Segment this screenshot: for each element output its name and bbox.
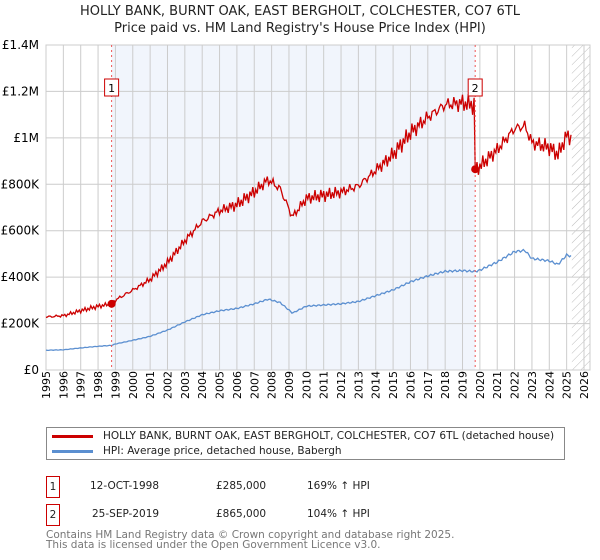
- legend-item-hpi: HPI: Average price, detached house, Babe…: [52, 445, 342, 457]
- x-tick-label: 2014: [370, 371, 383, 399]
- y-tick-label: £600K: [1, 224, 41, 238]
- sale-marker-badge: 1: [46, 476, 60, 498]
- sale-hpi-diff: 104% ↑ HPI: [307, 508, 370, 520]
- plot-border: [45, 44, 591, 371]
- x-tick-label: 2011: [318, 371, 331, 399]
- x-tick-label: 2026: [578, 371, 591, 399]
- x-tick-label: 2002: [161, 371, 174, 399]
- x-tick-label: 2016: [404, 371, 417, 399]
- x-tick-label: 2004: [196, 371, 209, 399]
- shaded-ownership-region: [111, 45, 476, 370]
- sale-marker-label: 1: [108, 82, 115, 95]
- chart-subtitle: Price paid vs. HM Land Registry's House …: [114, 21, 486, 36]
- x-tick-label: 2000: [127, 371, 140, 399]
- chart-title: HOLLY BANK, BURNT OAK, EAST BERGHOLT, CO…: [80, 4, 520, 19]
- x-tick-label: 2022: [509, 371, 522, 399]
- sale-hpi-diff: 169% ↑ HPI: [307, 480, 370, 492]
- x-tick-label: 2017: [422, 371, 435, 399]
- sale-point: [471, 165, 480, 174]
- y-tick-label: £400K: [1, 270, 41, 284]
- sale-date: 12-OCT-1998: [90, 480, 159, 492]
- x-tick-label: 2008: [266, 371, 279, 399]
- y-tick-label: £800K: [1, 177, 41, 191]
- legend-swatch: [52, 434, 93, 438]
- y-tick-label: £1.4M: [2, 38, 39, 52]
- x-tick-label: 2025: [561, 371, 574, 399]
- plot-area: 1995 1996 1997 1998 1999 2000 2001 2002 2003 2004…: [1, 38, 591, 399]
- sale-marker-label: 2: [472, 82, 479, 95]
- sale-marker-box: [467, 78, 483, 97]
- footer-line: Contains HM Land Registry data © Crown c…: [46, 529, 455, 541]
- sale-point: [107, 299, 116, 308]
- sale-marker-box: [104, 78, 120, 97]
- sale-price: £285,000: [216, 480, 267, 492]
- sale-price: £865,000: [216, 508, 267, 520]
- x-tick-label: 1995: [40, 371, 53, 399]
- x-tick-label: 2015: [387, 371, 400, 399]
- x-tick-label: 2007: [248, 371, 261, 399]
- x-tick-label: 2024: [543, 371, 556, 399]
- legend-swatch: [52, 449, 93, 453]
- x-tick-label: 1998: [92, 371, 105, 399]
- y-tick-label: £1M: [13, 131, 39, 145]
- y-tick-label: £0: [24, 363, 39, 377]
- x-tick-label: 2013: [352, 371, 365, 399]
- x-tick-label: 2003: [179, 371, 192, 399]
- x-tick-label: 2021: [491, 371, 504, 399]
- footer-line: This data is licensed under the Open Gov…: [46, 539, 381, 551]
- x-tick-label: 1999: [109, 371, 122, 399]
- footer: Contains HM Land Registry data © Crown c…: [46, 529, 455, 551]
- sale-marker-badge: 2: [46, 504, 60, 526]
- property-price-line: [45, 94, 572, 319]
- legend-label: HOLLY BANK, BURNT OAK, EAST BERGHOLT, CO…: [103, 430, 555, 442]
- x-tick-label: 2019: [457, 371, 470, 399]
- legend-item-property: HOLLY BANK, BURNT OAK, EAST BERGHOLT, CO…: [52, 430, 554, 442]
- x-tick-label: 1997: [75, 371, 88, 399]
- legend: HOLLY BANK, BURNT OAK, EAST BERGHOLT, CO…: [46, 427, 565, 460]
- x-tick-label: 2012: [335, 371, 348, 399]
- hpi-line: [45, 248, 572, 352]
- legend-label: HPI: Average price, detached house, Babe…: [103, 445, 342, 457]
- x-tick-label: 2018: [439, 371, 452, 399]
- x-tick-label: 2010: [300, 371, 313, 399]
- y-tick-label: £200K: [1, 317, 41, 331]
- x-tick-label: 2001: [144, 371, 157, 399]
- hatched-forecast-region: [571, 45, 590, 370]
- y-tick-label: £1.2M: [2, 84, 39, 98]
- x-tick-label: 2023: [526, 371, 539, 399]
- sale-date: 25-SEP-2019: [92, 508, 160, 520]
- x-tick-label: 1996: [57, 371, 70, 399]
- x-tick-label: 2005: [214, 371, 227, 399]
- x-tick-label: 2020: [474, 371, 487, 399]
- x-tick-label: 2006: [231, 371, 244, 399]
- x-tick-label: 2009: [283, 371, 296, 399]
